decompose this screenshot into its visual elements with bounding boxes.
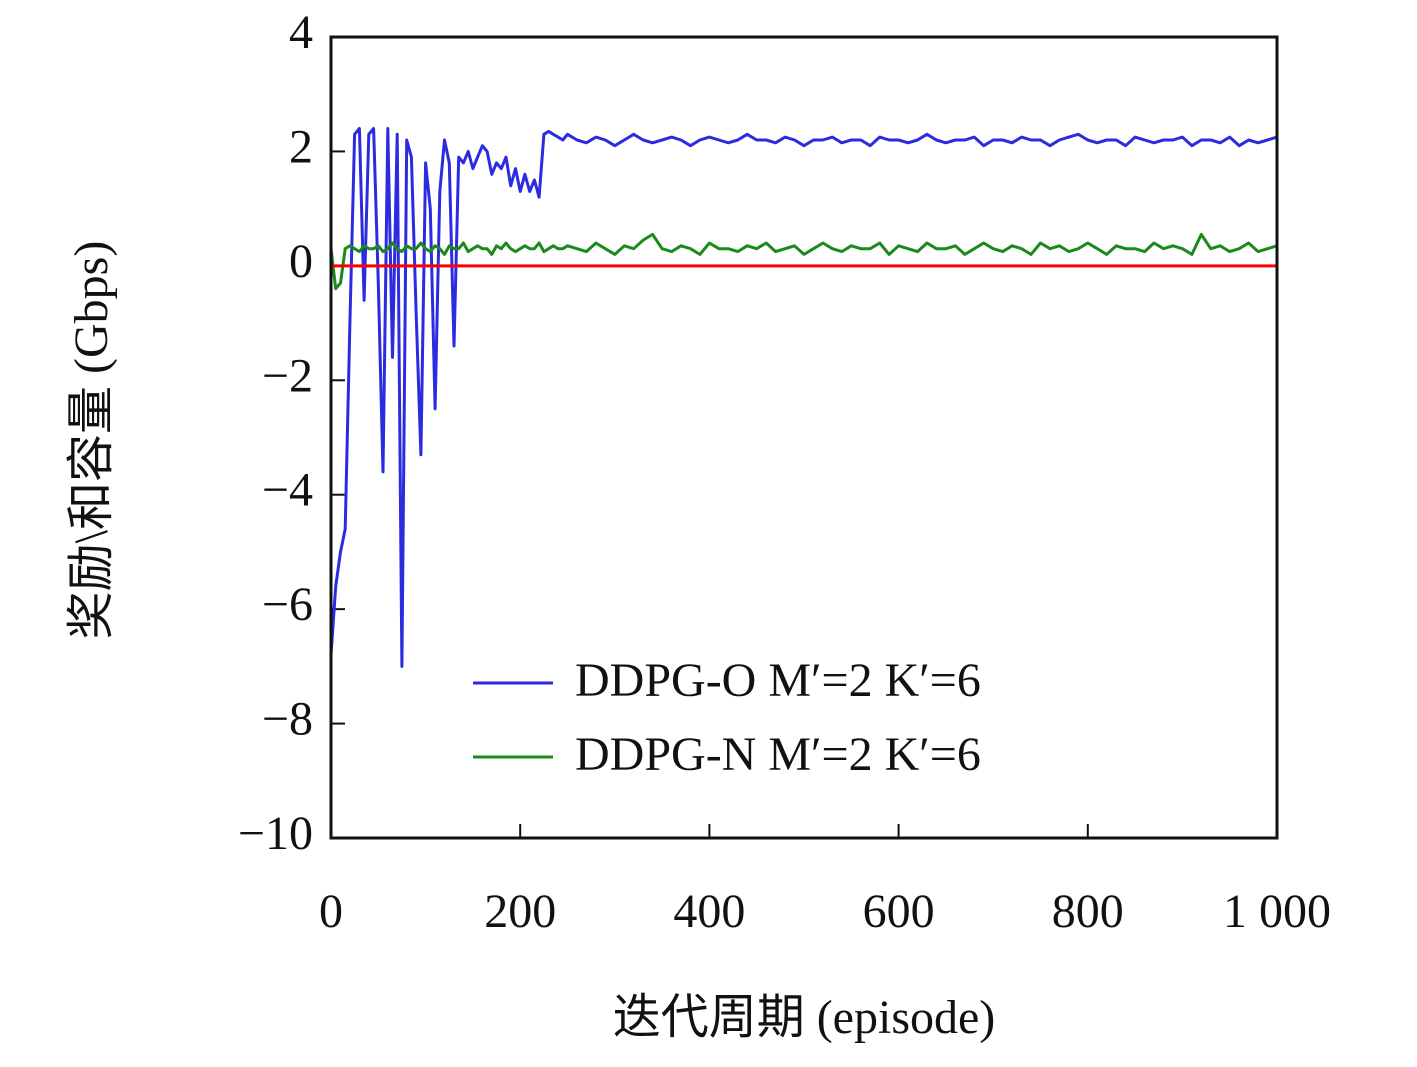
y-tick-label: −2 bbox=[262, 349, 313, 402]
legend-label: DDPG-N M′=2 K′=6 bbox=[575, 728, 981, 781]
y-tick-label: −10 bbox=[238, 807, 313, 860]
y-tick-label: −6 bbox=[262, 578, 313, 631]
x-tick-label: 200 bbox=[484, 885, 556, 938]
x-tick-label: 1 000 bbox=[1223, 885, 1331, 938]
x-axis-label: 迭代周期 (episode) bbox=[613, 991, 996, 1044]
y-tick-label: −8 bbox=[262, 693, 313, 746]
x-tick-label: 600 bbox=[863, 885, 935, 938]
x-tick-label: 400 bbox=[673, 885, 745, 938]
y-tick-label: −4 bbox=[262, 464, 313, 517]
y-tick-label: 4 bbox=[289, 6, 313, 59]
y-axis-label: 奖励\和容量 (Gbps) bbox=[65, 241, 118, 640]
y-tick-label: 2 bbox=[289, 120, 313, 173]
series-line bbox=[329, 127, 1278, 668]
legend-label: DDPG-O M′=2 K′=6 bbox=[575, 654, 981, 707]
x-tick-label: 0 bbox=[319, 885, 343, 938]
series-line bbox=[329, 232, 1278, 291]
x-tick-label: 800 bbox=[1052, 885, 1124, 938]
plot-frame bbox=[329, 35, 1279, 840]
y-tick-label: 0 bbox=[289, 235, 313, 288]
